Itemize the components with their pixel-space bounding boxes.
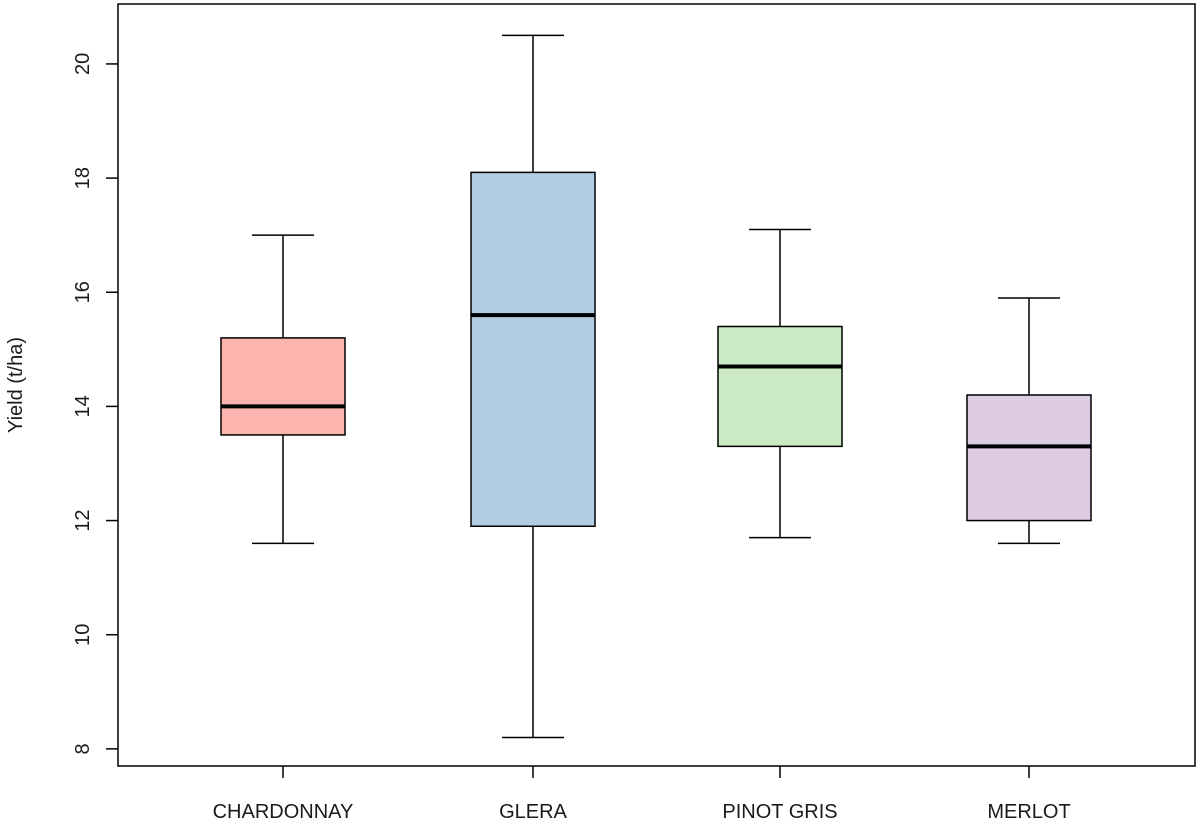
y-tick-label: 12 (72, 509, 94, 531)
y-tick-label: 20 (72, 53, 94, 75)
plot-frame (117, 3, 1196, 767)
box-chardonnay (220, 234, 346, 545)
box-pinot-gris (717, 228, 843, 539)
y-tick-label: 18 (72, 167, 94, 189)
y-tick-label: 16 (72, 281, 94, 303)
iqr-box (470, 171, 596, 528)
x-axis: CHARDONNAY GLERA PINOT GRIS MERLOT (213, 766, 1071, 823)
y-tick-label: 8 (72, 743, 94, 754)
x-tick-label: CHARDONNAY (213, 801, 354, 823)
iqr-box (717, 325, 843, 448)
x-tick-label: GLERA (499, 801, 567, 823)
iqr-box (966, 394, 1092, 522)
box-glera (470, 34, 596, 739)
x-tick-label: PINOT GRIS (722, 801, 837, 823)
x-tick-label: MERLOT (987, 801, 1070, 823)
box-group (220, 34, 1092, 739)
y-axis: 8 10 12 14 16 18 20 (72, 53, 118, 754)
box-merlot (966, 297, 1092, 545)
y-tick-label: 10 (72, 624, 94, 646)
y-axis-title: Yield (t/ha) (5, 337, 27, 433)
y-tick-label: 14 (72, 395, 94, 417)
iqr-box (220, 337, 346, 436)
